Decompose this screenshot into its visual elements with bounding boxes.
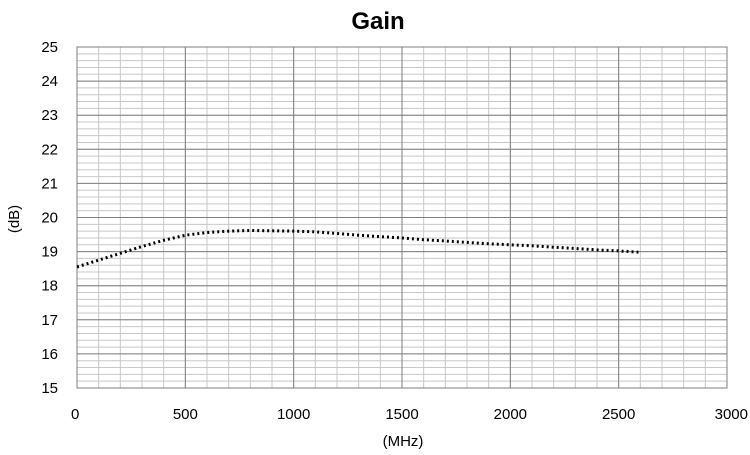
chart-title: Gain bbox=[351, 8, 404, 35]
x-axis-ticks: 0 500 1000 1500 2000 2500 3000 bbox=[71, 406, 748, 423]
y-tick-label: 24 bbox=[41, 73, 58, 90]
x-tick-label: 2000 bbox=[494, 406, 527, 423]
y-tick-label: 25 bbox=[41, 39, 58, 56]
y-axis-ticks: 15 16 17 18 19 20 21 22 23 24 25 bbox=[41, 39, 58, 397]
y-tick-label: 23 bbox=[41, 107, 58, 124]
y-tick-label: 16 bbox=[41, 346, 58, 363]
x-tick-label: 500 bbox=[173, 406, 198, 423]
y-tick-label: 17 bbox=[41, 312, 58, 329]
x-tick-label: 2500 bbox=[602, 406, 635, 423]
major-gridlines bbox=[76, 46, 728, 389]
y-tick-label: 19 bbox=[41, 244, 58, 261]
y-axis-label: (dB) bbox=[6, 205, 23, 233]
y-tick-label: 18 bbox=[41, 278, 58, 295]
x-tick-label: 3000 bbox=[715, 406, 748, 423]
y-tick-label: 22 bbox=[41, 141, 58, 158]
plot-area-frame bbox=[76, 46, 728, 389]
series-layer bbox=[76, 228, 641, 269]
y-tick-label: 20 bbox=[41, 210, 58, 227]
x-tick-label: 1000 bbox=[277, 406, 310, 423]
y-tick-label: 21 bbox=[41, 175, 58, 192]
gain-series-line bbox=[76, 228, 641, 269]
y-tick-label: 15 bbox=[41, 380, 58, 397]
x-tick-label: 0 bbox=[71, 406, 79, 423]
x-axis-label: (MHz) bbox=[383, 433, 424, 450]
x-tick-label: 1500 bbox=[385, 406, 418, 423]
